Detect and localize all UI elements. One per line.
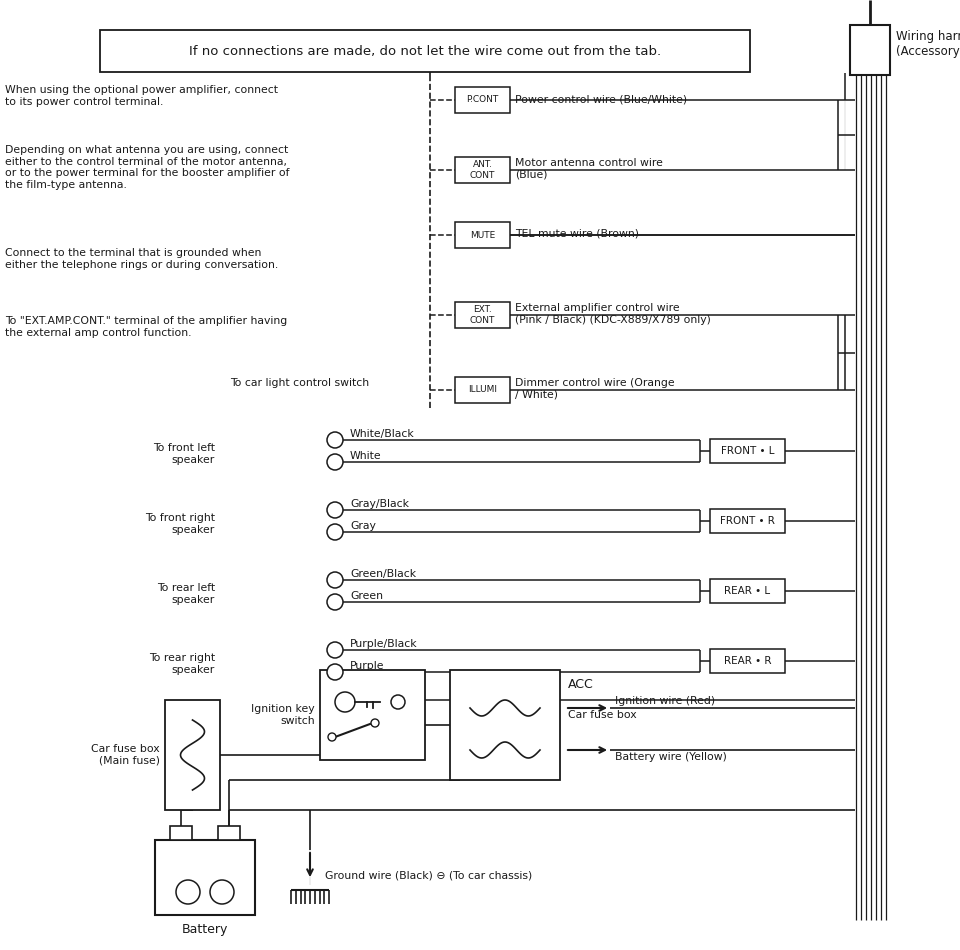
Text: Wiring harness
(Accessory①): Wiring harness (Accessory①) [896,30,960,58]
Circle shape [328,733,336,741]
Bar [170,826,192,840]
Text: Ground wire (Black) ⊖ (To car chassis): Ground wire (Black) ⊖ (To car chassis) [325,870,532,880]
Bar [450,670,560,780]
Text: When using the optional power amplifier, connect
to its power control terminal.: When using the optional power amplifier,… [5,85,278,106]
Text: Ignition wire (Red): Ignition wire (Red) [615,696,715,706]
Circle shape [327,524,343,540]
Circle shape [210,880,234,904]
Circle shape [327,642,343,658]
Text: +: + [330,597,340,607]
Circle shape [327,502,343,518]
Text: −: − [330,645,340,655]
Text: TEL mute wire (Brown): TEL mute wire (Brown) [515,229,639,239]
Text: Purple/Black: Purple/Black [350,639,418,649]
Circle shape [176,880,200,904]
Circle shape [327,664,343,680]
Bar [455,157,510,183]
Text: Purple: Purple [350,661,385,671]
Circle shape [327,454,343,470]
Text: Gray: Gray [350,521,376,531]
Text: Green: Green [350,591,383,601]
Text: To front right
speaker: To front right speaker [145,513,215,535]
Text: −: − [330,435,340,445]
Text: +: + [330,457,340,467]
Text: White/Black: White/Black [350,429,415,439]
Text: Green/Black: Green/Black [350,569,416,579]
Text: If no connections are made, do not let the wire come out from the tab.: If no connections are made, do not let t… [189,45,661,58]
Text: REAR • R: REAR • R [724,656,771,666]
Text: −: − [216,885,228,899]
Circle shape [327,594,343,610]
Circle shape [335,692,355,712]
Circle shape [327,572,343,588]
Bar [850,25,890,75]
Text: Car fuse box: Car fuse box [568,710,636,720]
Text: ACC: ACC [568,678,593,691]
Text: MUTE: MUTE [469,231,495,239]
Text: ANT.
CONT: ANT. CONT [469,161,495,180]
Text: Depending on what antenna you are using, connect
either to the control terminal : Depending on what antenna you are using,… [5,145,290,190]
Bar [710,439,785,463]
Text: Battery wire (Yellow): Battery wire (Yellow) [615,752,727,762]
Circle shape [327,432,343,448]
Text: To front left
speaker: To front left speaker [153,443,215,465]
Circle shape [391,695,405,709]
Bar [155,840,255,915]
Text: To car light control switch: To car light control switch [230,378,370,388]
Text: External amplifier control wire
(Pink / Black) (KDC-X889/X789 only): External amplifier control wire (Pink / … [515,303,710,325]
Text: Connect to the terminal that is grounded when
either the telephone rings or duri: Connect to the terminal that is grounded… [5,248,278,270]
Text: +: + [182,885,193,899]
Circle shape [371,719,379,727]
Text: To rear left
speaker: To rear left speaker [156,583,215,604]
Text: Motor antenna control wire
(Blue): Motor antenna control wire (Blue) [515,159,662,180]
Text: ILLUMI: ILLUMI [468,386,497,394]
Text: Battery: Battery [181,923,228,936]
Text: EXT.
CONT: EXT. CONT [469,305,495,325]
Text: To rear right
speaker: To rear right speaker [149,653,215,674]
Bar [165,700,220,810]
Text: Ignition key
switch: Ignition key switch [252,704,315,726]
Bar [710,649,785,673]
Text: +: + [330,527,340,537]
Text: Car fuse box
(Main fuse): Car fuse box (Main fuse) [91,744,160,766]
Text: FRONT • L: FRONT • L [721,446,775,456]
Text: To "EXT.AMP.CONT." terminal of the amplifier having
the external amp control fun: To "EXT.AMP.CONT." terminal of the ampli… [5,316,287,337]
Bar [455,87,510,113]
Text: P.CONT: P.CONT [467,96,498,104]
Text: FRONT • R: FRONT • R [720,516,775,526]
Text: Gray/Black: Gray/Black [350,499,409,509]
Text: Dimmer control wire (Orange
/ White): Dimmer control wire (Orange / White) [515,378,675,400]
Bar [455,222,510,248]
Bar [100,30,750,72]
Bar [218,826,240,840]
Bar [455,377,510,403]
Bar [320,670,425,760]
Text: −: − [330,575,340,585]
Text: −: − [330,505,340,515]
Text: REAR • L: REAR • L [725,586,771,596]
Bar [710,579,785,603]
Text: White: White [350,451,382,461]
Bar [710,509,785,533]
Text: Power control wire (Blue/White): Power control wire (Blue/White) [515,94,687,104]
Bar [455,302,510,328]
Text: +: + [330,667,340,677]
